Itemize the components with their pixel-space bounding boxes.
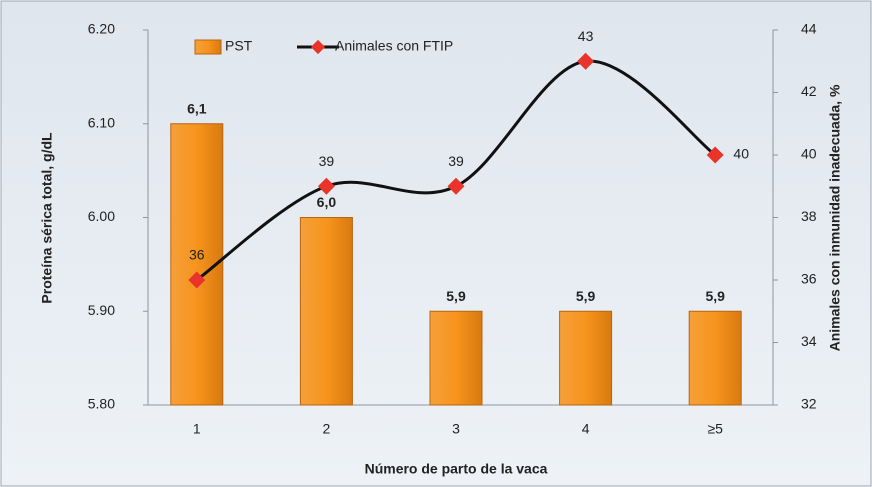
bar-value-label: 5,9	[576, 288, 596, 304]
x-tick-label: ≥5	[707, 421, 723, 437]
bar	[559, 310, 613, 406]
y-axis-label: Proteína sérica total, g/dL	[39, 132, 55, 304]
x-tick-label: 3	[452, 421, 460, 437]
y-tick-label: 6.10	[88, 114, 115, 130]
marker	[447, 177, 465, 195]
y2-tick-label: 34	[801, 333, 817, 349]
y-tick-label: 5.90	[88, 302, 115, 318]
marker	[188, 271, 206, 289]
x-axis-label: Número de parto de la vaca	[365, 461, 548, 477]
bar-value-label: 5,9	[705, 288, 725, 304]
bar-value-label: 6,0	[317, 194, 337, 210]
legend-label: Animales con FTIP	[335, 38, 453, 54]
y2-tick-label: 42	[801, 83, 817, 99]
y2-tick-label: 38	[801, 208, 817, 224]
x-tick-label: 4	[582, 421, 590, 437]
legend-swatch	[194, 39, 222, 55]
marker	[577, 52, 595, 70]
y2-tick-label: 32	[801, 396, 817, 412]
y2-tick-label: 44	[801, 21, 817, 37]
y2-axis-label: Animales con inmunidad inadecuada, %	[827, 84, 843, 351]
y-tick-label: 6.20	[88, 21, 115, 37]
x-tick-label: 2	[323, 421, 331, 437]
legend-label: PST	[225, 38, 253, 54]
line-value-label: 40	[733, 146, 749, 162]
legend-marker	[310, 39, 326, 55]
y2-tick-label: 40	[801, 146, 817, 162]
x-tick-label: 1	[193, 421, 201, 437]
bar	[429, 310, 483, 406]
line-value-label: 39	[448, 153, 464, 169]
bar-value-label: 5,9	[446, 288, 466, 304]
bar	[299, 217, 353, 406]
y-tick-label: 5.80	[88, 396, 115, 412]
y-tick-label: 6.00	[88, 208, 115, 224]
bar-value-label: 6,1	[187, 100, 207, 116]
marker	[317, 177, 335, 195]
line-value-label: 36	[189, 247, 205, 263]
bar	[688, 310, 742, 406]
marker	[706, 146, 724, 164]
line-value-label: 43	[578, 28, 594, 44]
y2-tick-label: 36	[801, 271, 817, 287]
line-value-label: 39	[319, 153, 335, 169]
